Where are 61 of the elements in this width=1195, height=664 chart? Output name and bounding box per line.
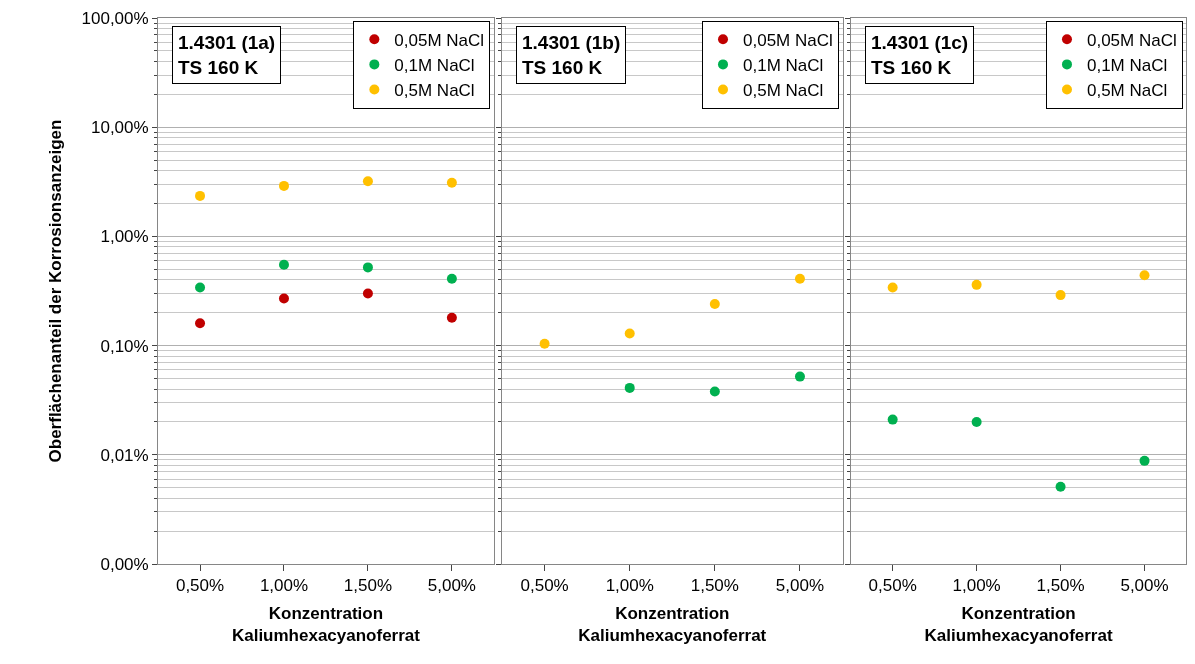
point (887, 282, 898, 293)
point (195, 282, 206, 293)
point (195, 190, 206, 201)
y-tick-label: 100,00% (81, 8, 149, 28)
point (446, 177, 457, 188)
point (709, 386, 720, 397)
x-axis-title: Konzentration Kaliumhexacyanoferrat (924, 603, 1113, 645)
point (794, 371, 805, 382)
point (446, 312, 457, 323)
x-axis-title: Konzentration Kaliumhexacyanoferrat (231, 603, 421, 645)
point (1139, 455, 1150, 466)
legend-label: 0,5M NaCl (1086, 81, 1168, 101)
point (794, 273, 805, 284)
legend-label: 0,1M NaCl (1086, 56, 1168, 76)
point (362, 262, 373, 273)
y-axis-title: Oberflächenanteil der Korrosionsanzeigen (46, 119, 66, 463)
text: 1.4301 (1b) TS 160 K (522, 32, 621, 78)
point (446, 273, 457, 284)
legend-label: 0,05M NaCl (394, 30, 485, 50)
point (971, 416, 982, 427)
x-tick-label: 1,00% (259, 576, 309, 596)
point (195, 318, 206, 329)
point (539, 338, 550, 349)
legend-label: 0,5M NaCl (394, 81, 475, 101)
point (1055, 290, 1066, 301)
x-tick-label: 1,50% (343, 576, 393, 596)
point (971, 279, 982, 290)
legend-label: 0,05M NaCl (743, 30, 833, 50)
x-tick-label: 0,50% (520, 576, 569, 596)
legend-label: 0,05M NaCl (1086, 30, 1177, 50)
y-tick-label: 0,00% (100, 554, 149, 574)
x-tick-label: 0,50% (175, 576, 225, 596)
x-tick-label: 1,50% (1036, 576, 1085, 596)
y-tick-label: 10,00% (90, 118, 149, 138)
x-tick-label: 1,00% (605, 576, 654, 596)
point (278, 293, 289, 304)
point (887, 414, 898, 425)
y-tick-label: 0,10% (100, 336, 149, 356)
legend-label: 0,1M NaCl (394, 56, 475, 76)
legend-label: 0,5M NaCl (743, 81, 824, 101)
x-tick-label: 5,00% (1120, 576, 1169, 596)
point (362, 288, 373, 299)
x-tick-label: 5,00% (427, 576, 476, 596)
x-tick-label: 1,00% (952, 576, 1001, 596)
x-axis-title: Konzentration Kaliumhexacyanoferrat (578, 603, 767, 645)
legend-label: 0,1M NaCl (743, 56, 824, 76)
point (624, 328, 635, 339)
point (362, 176, 373, 187)
text: 1.4301 (1a) TS 160 K (178, 32, 276, 78)
point (278, 180, 289, 191)
point (709, 299, 720, 310)
point (1139, 270, 1150, 281)
x-tick-label: 5,00% (775, 576, 825, 596)
y-tick-label: 0,01% (100, 445, 149, 465)
x-tick-label: 0,50% (868, 576, 917, 596)
point (278, 259, 289, 270)
x-tick-label: 1,50% (690, 576, 739, 596)
point (624, 382, 635, 393)
y-tick-label: 1,00% (100, 227, 149, 247)
point (1055, 481, 1066, 492)
text: 1.4301 (1c) TS 160 K (871, 32, 969, 78)
